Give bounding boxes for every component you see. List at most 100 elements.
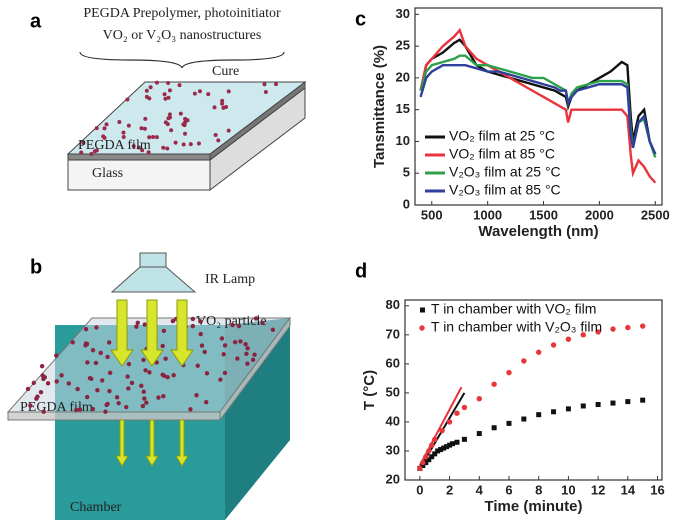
particle bbox=[147, 370, 152, 375]
data-line bbox=[419, 63, 657, 155]
particle bbox=[139, 383, 144, 388]
particle bbox=[100, 378, 105, 383]
particle bbox=[106, 340, 112, 345]
particle bbox=[125, 97, 130, 102]
lamp bbox=[110, 266, 197, 293]
legend-label: VO₂ film at 85 °C bbox=[449, 146, 555, 162]
particle bbox=[196, 141, 201, 146]
point bbox=[506, 369, 512, 376]
particle bbox=[183, 131, 188, 136]
particle bbox=[121, 134, 126, 139]
point bbox=[444, 444, 450, 450]
particle bbox=[139, 126, 144, 131]
particle bbox=[34, 396, 39, 401]
particle bbox=[198, 319, 203, 324]
point bbox=[435, 448, 441, 454]
caption: PEGDA Prepolymer, photoinitiator bbox=[83, 6, 281, 21]
x-tick-label: 2500 bbox=[641, 207, 670, 222]
particle bbox=[124, 404, 129, 410]
y-tick-label: 20 bbox=[386, 471, 400, 486]
particle bbox=[270, 327, 276, 333]
point bbox=[417, 465, 423, 472]
legend-label: T in chamber with V₂O₃ film bbox=[431, 319, 602, 335]
particle bbox=[156, 395, 161, 400]
point bbox=[426, 457, 432, 463]
point bbox=[595, 329, 601, 335]
particle bbox=[198, 331, 203, 337]
point bbox=[461, 404, 468, 411]
ir-arrow bbox=[110, 299, 134, 367]
particle bbox=[54, 379, 59, 384]
y-tick-label: 70 bbox=[386, 326, 400, 341]
particle bbox=[66, 381, 71, 386]
point bbox=[521, 358, 527, 364]
particle bbox=[202, 349, 207, 355]
y-tick-label: 15 bbox=[396, 101, 410, 116]
particle bbox=[59, 373, 64, 378]
point bbox=[565, 406, 571, 412]
point bbox=[476, 396, 482, 402]
legend-label: V₂O₃ film at 85 °C bbox=[449, 182, 561, 198]
x-tick-label: 12 bbox=[591, 482, 605, 497]
x-tick-label: 10 bbox=[561, 482, 575, 497]
particle bbox=[192, 91, 197, 96]
particle bbox=[40, 373, 45, 378]
particle bbox=[98, 350, 103, 356]
particle bbox=[39, 364, 45, 369]
particle bbox=[262, 82, 267, 87]
particle bbox=[161, 145, 166, 150]
particle bbox=[151, 135, 156, 140]
particle bbox=[222, 343, 228, 348]
x-tick-label: 1000 bbox=[473, 207, 502, 222]
particle bbox=[222, 370, 228, 376]
particle bbox=[54, 353, 59, 358]
particle bbox=[140, 148, 145, 153]
y-tick-label: 0 bbox=[403, 196, 410, 211]
particle bbox=[77, 407, 83, 412]
particle bbox=[236, 323, 242, 329]
point bbox=[429, 442, 435, 448]
point bbox=[521, 416, 527, 422]
particle bbox=[199, 343, 205, 348]
particle bbox=[143, 116, 148, 121]
point bbox=[536, 412, 542, 418]
point bbox=[610, 400, 616, 406]
data-line bbox=[419, 27, 657, 184]
particle bbox=[165, 122, 170, 127]
point bbox=[432, 436, 438, 443]
particle bbox=[220, 101, 225, 106]
particle bbox=[70, 340, 75, 345]
particle bbox=[141, 357, 146, 363]
point bbox=[476, 431, 482, 437]
particle bbox=[103, 409, 108, 414]
diagram-a bbox=[66, 51, 307, 192]
ir-arrow bbox=[175, 419, 189, 467]
particle bbox=[117, 120, 122, 125]
point bbox=[441, 445, 447, 451]
particle bbox=[75, 386, 80, 392]
particle bbox=[142, 322, 147, 327]
particle bbox=[221, 105, 226, 110]
particle-label: VO₂ particle bbox=[196, 314, 267, 329]
point bbox=[423, 460, 429, 466]
panel-label: a bbox=[30, 10, 42, 32]
y-axis-label: T (°C) bbox=[361, 370, 378, 410]
particle bbox=[89, 376, 94, 382]
y-tick-label: 30 bbox=[396, 6, 410, 21]
particle bbox=[219, 336, 225, 341]
particle bbox=[185, 118, 190, 123]
particle bbox=[126, 123, 131, 128]
point bbox=[580, 332, 586, 338]
particle bbox=[45, 381, 51, 386]
ir-arrow bbox=[145, 419, 159, 467]
point bbox=[454, 439, 460, 445]
particle bbox=[203, 399, 209, 405]
particle bbox=[154, 135, 159, 140]
particle bbox=[230, 322, 235, 328]
chamber-label: Chamber bbox=[70, 500, 122, 515]
x-tick-label: 6 bbox=[505, 482, 512, 497]
point bbox=[461, 436, 467, 442]
point bbox=[426, 448, 432, 454]
particle bbox=[81, 140, 86, 145]
particle bbox=[260, 320, 265, 326]
